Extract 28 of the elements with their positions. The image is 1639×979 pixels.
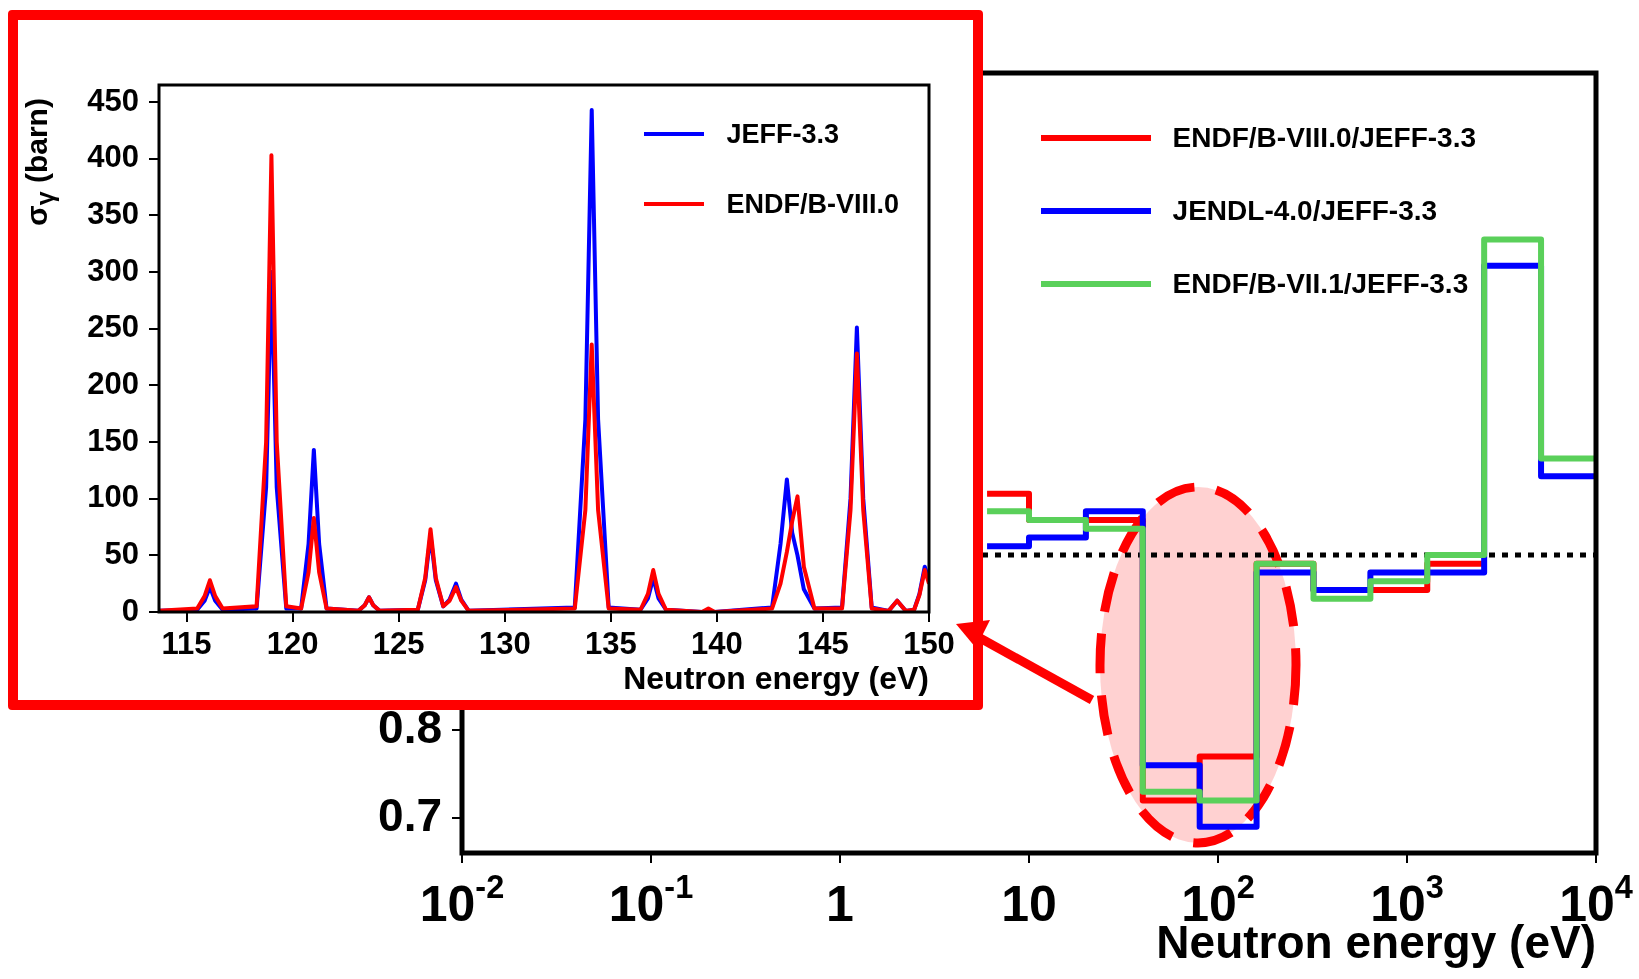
y-tick-label: 450: [87, 82, 139, 118]
y-tick-label: 0: [121, 592, 139, 628]
y-tick-label: 50: [104, 535, 139, 571]
y-tick-label: 150: [87, 422, 139, 458]
legend-label: ENDF/B-VII.1/JEFF-3.3: [1172, 267, 1469, 300]
x-tick-label: 135: [584, 625, 637, 661]
y-tick-label: 400: [87, 139, 139, 175]
x-tick-label: 115: [161, 625, 212, 661]
y-tick-label: 300: [87, 252, 139, 288]
y-tick-label: 350: [87, 195, 139, 231]
y-tick-label: 200: [87, 365, 139, 401]
x-tick-label: 1: [826, 875, 854, 932]
y-tick-label: 0.7: [378, 788, 442, 841]
x-tick-label: 125: [372, 625, 425, 661]
y-tick-label: 100: [87, 479, 139, 515]
x-tick-label: 120: [266, 625, 319, 661]
legend-label: ENDF/B-VIII.0/JEFF-3.3: [1172, 121, 1476, 154]
x-tick-label: 150: [903, 625, 955, 661]
y-tick-label: 0.8: [378, 700, 442, 753]
legend-label: ENDF/B-VIII.0: [726, 188, 899, 220]
legend-label: JEFF-3.3: [726, 118, 840, 150]
x-tick-label: 10: [1001, 875, 1057, 932]
x-tick-label: 130: [478, 625, 531, 661]
x-axis-title: Neutron energy (eV): [623, 660, 929, 697]
y-tick-label: 250: [87, 309, 139, 345]
x-tick-label: 140: [691, 625, 743, 661]
legend-label: JENDL-4.0/JEFF-3.3: [1172, 194, 1438, 227]
x-tick-label: 145: [797, 625, 849, 661]
